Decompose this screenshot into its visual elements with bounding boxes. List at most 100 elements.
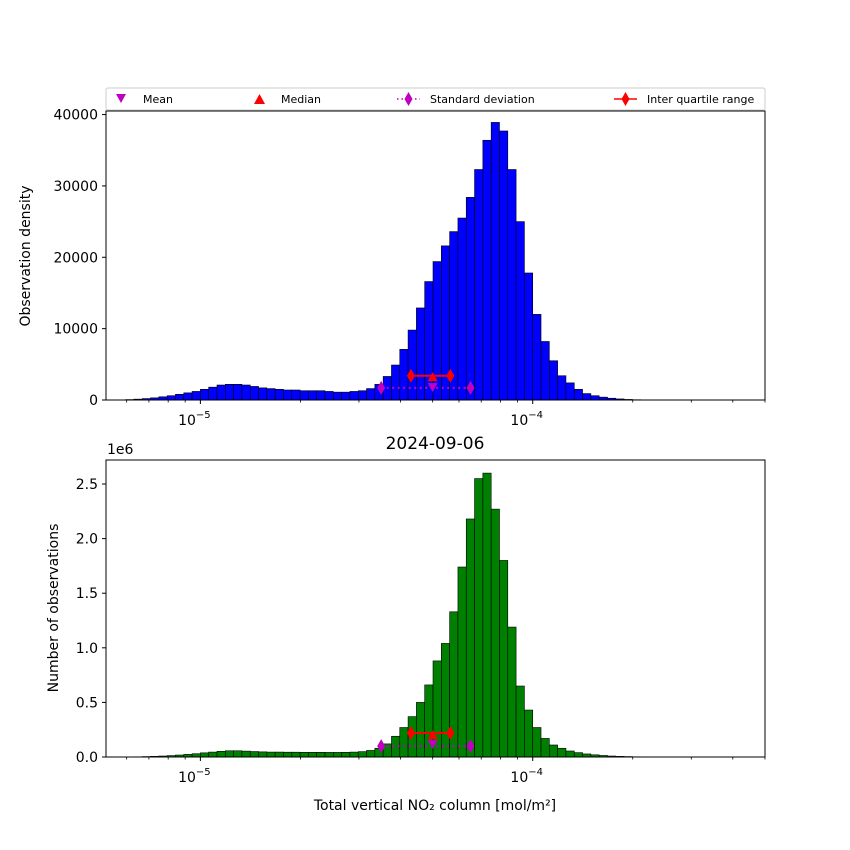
histogram-bar bbox=[482, 472, 492, 758]
y-tick-label: 0.0 bbox=[76, 750, 98, 766]
histogram-bar bbox=[490, 508, 500, 758]
histogram-bar bbox=[308, 752, 317, 758]
histogram-bar bbox=[549, 744, 558, 758]
histogram-bar bbox=[274, 388, 284, 401]
iqr-diamond-marker bbox=[446, 368, 455, 383]
legend-label-iqr: Inter quartile range bbox=[647, 93, 754, 106]
histogram-bar bbox=[266, 751, 276, 758]
legend-item-std: Standard deviation bbox=[397, 92, 535, 106]
histogram-bar bbox=[391, 364, 401, 401]
x-axis-label: Total vertical NO₂ column [mol/m²] bbox=[313, 798, 556, 814]
histogram-bar bbox=[540, 738, 550, 758]
histogram-bar bbox=[266, 388, 276, 401]
y-tick-label: 2.5 bbox=[76, 477, 98, 493]
legend-frame bbox=[105, 87, 766, 111]
histogram-bar bbox=[557, 375, 567, 401]
iqr-diamond-marker bbox=[406, 725, 415, 740]
count-histogram-chart: 0.0 0.5 1.0 1.5 2.0 2.5 10−5 10−4 bbox=[76, 459, 766, 786]
legend-item-median: Median bbox=[254, 93, 321, 106]
histogram-bar bbox=[366, 750, 376, 758]
y-tick-label: 30000 bbox=[53, 179, 98, 195]
chart-title: 2024-09-06 bbox=[386, 434, 485, 454]
histogram-bar bbox=[208, 751, 218, 758]
histogram-bar bbox=[532, 314, 542, 401]
histogram-bar bbox=[299, 752, 309, 758]
std-diamond-marker bbox=[377, 380, 386, 395]
histogram-bar bbox=[216, 384, 226, 401]
histogram-bar bbox=[183, 392, 193, 401]
histogram-bar bbox=[191, 391, 201, 401]
median-marker-icon bbox=[254, 94, 265, 104]
x-tick-label: 10−4 bbox=[510, 410, 543, 429]
mean-marker-icon bbox=[116, 94, 126, 103]
histogram-bar bbox=[399, 349, 409, 401]
histogram-bar bbox=[316, 752, 326, 758]
histogram-bar bbox=[316, 390, 326, 401]
y-tick-label: 10000 bbox=[53, 322, 98, 338]
histogram-bar bbox=[565, 382, 575, 401]
mean-marker bbox=[427, 383, 438, 393]
y-tick-label: 20000 bbox=[53, 250, 98, 266]
histogram-bar bbox=[258, 751, 268, 758]
histogram-bar bbox=[308, 390, 317, 401]
histogram-bar bbox=[241, 750, 251, 758]
histogram-bar bbox=[333, 391, 342, 401]
iqr-diamond-marker bbox=[446, 725, 455, 740]
histogram-bar bbox=[507, 169, 517, 401]
histogram-bar bbox=[515, 221, 525, 401]
y-tick-label: 40000 bbox=[53, 108, 98, 124]
histogram-bar bbox=[557, 747, 567, 758]
histogram-bar bbox=[399, 727, 409, 758]
histogram-bar bbox=[549, 360, 558, 401]
histogram-bar bbox=[499, 130, 509, 401]
histogram-bar bbox=[233, 750, 243, 758]
histogram-bar bbox=[465, 518, 475, 758]
legend-item-mean: Mean bbox=[116, 93, 173, 106]
std-marker-icon bbox=[404, 92, 413, 106]
histogram-bar bbox=[291, 389, 301, 401]
histogram-bar bbox=[283, 389, 293, 401]
histogram-bar bbox=[324, 391, 334, 401]
legend-label-mean: Mean bbox=[143, 93, 173, 106]
histogram-bar bbox=[573, 388, 583, 401]
histogram-bar bbox=[291, 751, 301, 758]
density-histogram-chart: 0 10000 20000 30000 40000 10−5 10−4 bbox=[53, 108, 766, 429]
median-marker bbox=[427, 730, 438, 740]
iqr-diamond-marker bbox=[406, 368, 415, 383]
histogram-bar bbox=[357, 751, 367, 758]
y-tick-label: 1.5 bbox=[76, 586, 98, 602]
histogram-bar bbox=[515, 685, 525, 758]
y-tick-label: 2.0 bbox=[76, 532, 98, 548]
histogram-bar bbox=[582, 393, 592, 401]
histogram-bar bbox=[241, 384, 251, 401]
y-offset-text: 1e6 bbox=[107, 442, 134, 458]
histogram-bar bbox=[200, 752, 209, 758]
histogram-bar bbox=[274, 751, 284, 758]
histogram-bar bbox=[324, 752, 334, 758]
x-tick-label: 10−5 bbox=[178, 410, 211, 429]
histogram-bar bbox=[499, 560, 509, 758]
legend: Mean Median Standard deviation Inter qua… bbox=[105, 87, 766, 111]
std-diamond-marker bbox=[377, 739, 386, 754]
histogram-bar bbox=[366, 388, 376, 401]
histogram-bar bbox=[524, 709, 534, 758]
histogram-bar bbox=[341, 752, 351, 758]
histogram-bar bbox=[474, 478, 484, 758]
plot-frame bbox=[105, 459, 766, 758]
histogram-bar bbox=[283, 751, 293, 758]
histogram-bar bbox=[490, 122, 500, 401]
histogram-bar bbox=[524, 272, 534, 401]
histogram-bar bbox=[507, 626, 517, 758]
histogram-bar bbox=[474, 169, 484, 401]
histogram-bar bbox=[457, 217, 467, 401]
median-marker bbox=[427, 372, 438, 382]
y-axis-label-top: Observation density bbox=[18, 185, 34, 326]
histogram-bar bbox=[299, 390, 309, 401]
histogram-bar bbox=[532, 727, 542, 758]
histogram-bar bbox=[249, 386, 259, 401]
histogram-bar bbox=[216, 751, 226, 758]
histogram-bar bbox=[416, 307, 426, 401]
histogram-bar bbox=[482, 139, 492, 401]
iqr-marker-icon bbox=[621, 92, 630, 106]
